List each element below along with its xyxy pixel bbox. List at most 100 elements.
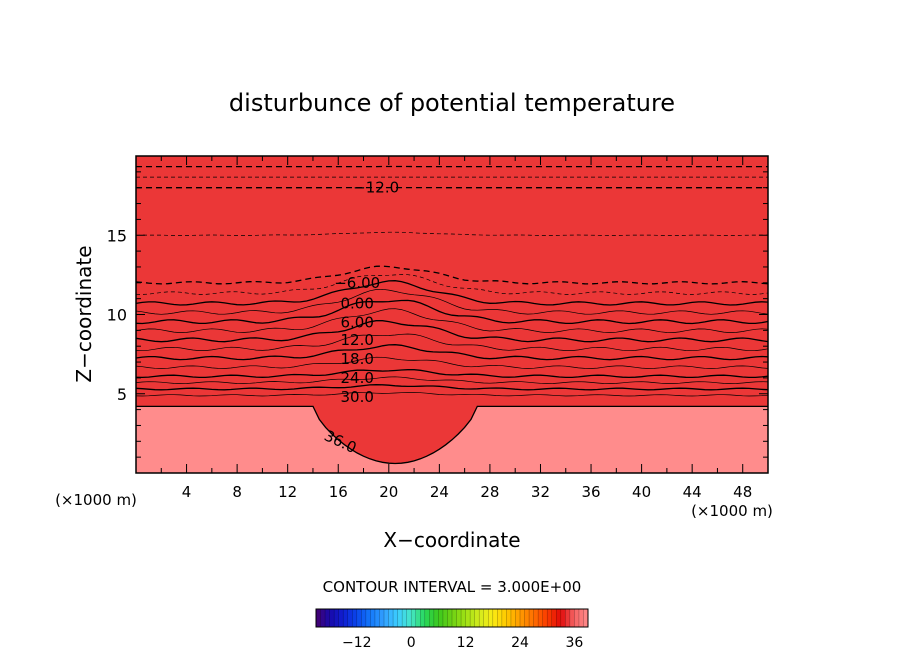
x-tick-label: 40 <box>632 483 651 501</box>
colorbar-segment <box>420 609 426 627</box>
colorbar-segment <box>388 609 394 627</box>
colorbar-segment <box>334 609 340 627</box>
x-tick-label: 44 <box>683 483 702 501</box>
contour-lines <box>136 156 768 465</box>
band-36 <box>136 156 768 464</box>
colorbar-segment <box>361 609 367 627</box>
x-tick-label: 36 <box>581 483 600 501</box>
colorbar-segment <box>374 609 380 627</box>
colorbar-tick-label: 12 <box>457 635 475 651</box>
contour-line-12 <box>136 320 768 343</box>
colorbar-segment <box>465 609 471 627</box>
colorbar-frame <box>315 608 589 628</box>
x-axis: 4 8 12 16 20 24 28 32 36 40 44 48 <box>160 156 752 501</box>
colorbar-segment <box>515 609 521 627</box>
colorbar-segment <box>510 609 516 627</box>
x-tick-label: 28 <box>480 483 499 501</box>
x-tick-label: 24 <box>430 483 449 501</box>
x-tick-label: 32 <box>531 483 550 501</box>
colorbar-segment <box>556 609 562 627</box>
colorbar-segment <box>356 609 362 627</box>
colorbar-segment <box>379 609 385 627</box>
colorbar-segment <box>365 609 371 627</box>
x-tick-label: 48 <box>733 483 752 501</box>
contour-line-18 <box>136 344 768 361</box>
colorbar-segment <box>384 609 390 627</box>
colorbar-segment <box>479 609 485 627</box>
colorbar-segment <box>397 609 403 627</box>
colorbar-segment <box>329 609 335 627</box>
contour-line-9 <box>136 308 768 333</box>
colorbar-segment <box>316 609 322 627</box>
y-tick-label: 5 <box>117 385 127 404</box>
contour-label: 6.00 <box>340 313 373 331</box>
x-tick-label: 16 <box>329 483 348 501</box>
colorbar-segment <box>569 609 575 627</box>
colorbar-tick-label: 36 <box>565 635 583 651</box>
colorbar-ticks: −12 0 12 24 36 <box>342 635 583 651</box>
contour-line-21 <box>136 356 768 369</box>
colorbar-tick-label: 0 <box>407 635 416 651</box>
colorbar-segment <box>429 609 435 627</box>
contour-label: 0.00 <box>340 294 373 312</box>
colorbar-segment <box>506 609 512 627</box>
x-unit-right: (×1000 m) <box>691 502 773 520</box>
chart-title: disturbunce of potential temperature <box>229 89 675 117</box>
colorbar-segment <box>474 609 480 627</box>
colorbar-segment <box>343 609 349 627</box>
colorbar-segment <box>497 609 503 627</box>
contour-line-24 <box>136 369 768 379</box>
colorbar-tick-label: 24 <box>511 635 529 651</box>
contour-line-27 <box>136 376 768 384</box>
colorbar-segment <box>533 609 539 627</box>
colorbar-segment <box>501 609 507 627</box>
colorbar-segment <box>574 609 580 627</box>
y-tick-label: 10 <box>107 306 127 325</box>
contour-fill <box>136 156 768 473</box>
colorbar-segment <box>456 609 462 627</box>
colorbar-segment <box>452 609 458 627</box>
colorbar-segment <box>565 609 571 627</box>
x-unit-left: (×1000 m) <box>55 491 137 509</box>
colorbar-segment <box>520 609 526 627</box>
colorbar-segment <box>320 609 326 627</box>
colorbar-segment <box>560 609 566 627</box>
contour-label: 18.0 <box>340 350 373 368</box>
colorbar-segment <box>529 609 535 627</box>
colorbar-segment <box>483 609 489 627</box>
colorbar-segment <box>442 609 448 627</box>
contour-label: 30.0 <box>340 388 373 406</box>
colorbar-segment <box>447 609 453 627</box>
colorbar-tick-label: −12 <box>342 635 372 651</box>
contour-line-0 <box>136 280 768 306</box>
contour-label: −6.00 <box>334 274 380 292</box>
colorbar-segment <box>461 609 467 627</box>
x-axis-label: X−coordinate <box>383 528 520 552</box>
contour-interval: CONTOUR INTERVAL = 3.000E+00 <box>323 578 582 596</box>
contour-label: 12.0 <box>340 331 373 349</box>
colorbar-segment <box>433 609 439 627</box>
colorbar-segment <box>547 609 553 627</box>
x-tick-label: 12 <box>278 483 297 501</box>
contour-line--9 <box>136 231 768 236</box>
colorbar-segment <box>470 609 476 627</box>
contour-line-33 <box>136 392 768 397</box>
colorbar <box>315 609 589 627</box>
colorbar-segment <box>325 609 331 627</box>
x-tick-label: 8 <box>232 483 242 501</box>
contour-line-36 <box>136 405 768 465</box>
colorbar-segment <box>338 609 344 627</box>
colorbar-segment <box>370 609 376 627</box>
colorbar-segment <box>352 609 358 627</box>
contour-label: 24.0 <box>340 369 373 387</box>
colorbar-segment <box>402 609 408 627</box>
contour-line-6 <box>136 299 768 325</box>
colorbar-segment <box>538 609 544 627</box>
colorbar-segment <box>438 609 444 627</box>
colorbar-segment <box>347 609 353 627</box>
colorbar-segment <box>583 609 589 627</box>
y-tick-label: 15 <box>107 226 127 245</box>
contour-line-15 <box>136 333 768 352</box>
